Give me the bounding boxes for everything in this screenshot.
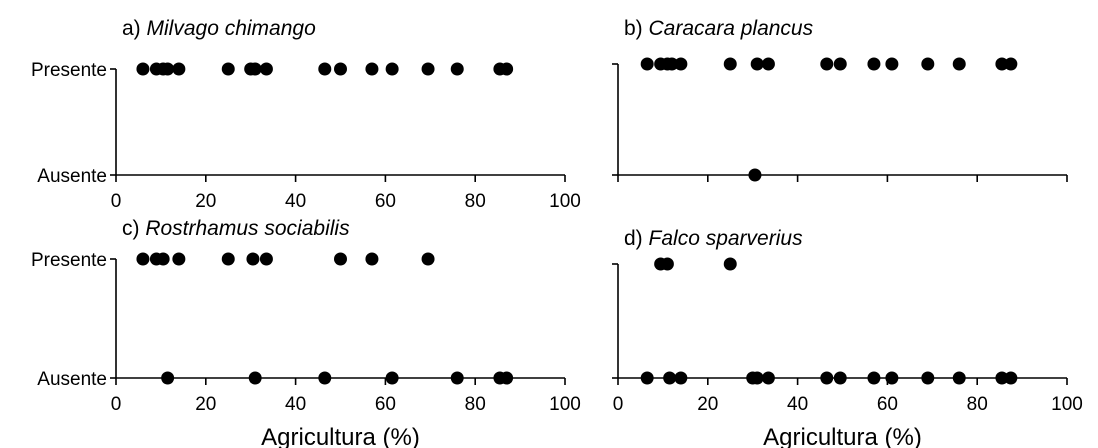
data-point [820,57,834,71]
x-tick-label: 20 [195,394,216,415]
data-point [723,257,737,271]
x-tick-label: 40 [285,394,306,415]
data-point [421,252,435,266]
data-point [136,62,150,76]
data-point [761,371,775,385]
x-tick-label: 60 [375,191,396,212]
y-tick-label: Ausente [37,166,107,187]
x-tick-label: 40 [787,394,808,415]
panel-title-species: Rostrhamus sociabilis [145,217,350,240]
x-axis-label: Agricultura (%) [763,424,922,448]
data-point [833,371,847,385]
x-tick-label: 80 [465,394,486,415]
x-tick-label: 80 [465,191,486,212]
data-point [172,252,186,266]
x-tick-label: 0 [111,394,122,415]
data-point [1004,57,1018,71]
data-point [161,62,175,76]
data-point [450,371,464,385]
data-point [248,371,262,385]
data-point [1004,371,1018,385]
panel-title-prefix: c) [122,217,145,240]
data-point [248,62,262,76]
data-point [748,168,762,182]
data-point [921,371,935,385]
x-tick-label: 20 [697,394,718,415]
data-point [952,371,966,385]
panel-title-species: Milvago chimango [147,17,317,40]
data-point [221,252,235,266]
panel-title-species: Caracara plancus [649,17,814,40]
data-point [750,57,764,71]
data-point [246,252,260,266]
data-point [385,62,399,76]
data-point [820,371,834,385]
data-point [318,371,332,385]
x-tick-label: 40 [285,191,306,212]
data-point [221,62,235,76]
panel-a: a) Milvago chimango Ausente Presente 0 20 40 6… [31,17,581,212]
data-point [640,371,654,385]
x-tick-label: 0 [111,191,122,212]
x-tick-label: 0 [613,394,624,415]
data-point [885,57,899,71]
panel-title-species: Falco sparverius [649,227,804,250]
data-point [921,57,935,71]
panel-d: d) Falco sparverius 0 20 40 60 80 100 Agricultu… [612,227,1083,448]
data-point [723,57,737,71]
data-point [161,371,175,385]
panel-title: c) Rostrhamus sociabilis [122,217,350,240]
panel-b: b) Caracara plancus [612,17,1068,182]
data-point [761,57,775,71]
data-point [334,62,347,76]
data-point [750,371,764,385]
data-point [952,57,966,71]
x-tick-label: 20 [195,191,216,212]
x-tick-label: 100 [549,191,581,212]
data-point [259,252,273,266]
x-tick-label: 80 [967,394,988,415]
data-point [136,252,150,266]
panel-c: c) Rostrhamus sociabilis Ausente Presente 0… [31,217,581,448]
data-point [674,371,688,385]
x-tick-label: 60 [877,394,898,415]
data-point [665,57,679,71]
data-point [450,62,464,76]
data-point [640,57,654,71]
panel-title-prefix: a) [122,17,147,40]
data-point [172,62,186,76]
panel-title: a) Milvago chimango [122,17,316,40]
panel-title: b) Caracara plancus [624,17,814,40]
data-point [995,371,1009,385]
data-point [995,57,1009,71]
data-point [674,57,688,71]
x-tick-label: 100 [1051,394,1083,415]
data-point [663,371,677,385]
panel-title-prefix: b) [624,17,649,40]
y-tick-label: Presente [31,60,107,81]
data-point [365,252,379,266]
data-point [500,62,514,76]
data-point [334,252,347,266]
data-point [318,62,332,76]
data-point [421,62,435,76]
panel-title-prefix: d) [624,227,649,250]
data-point [385,371,399,385]
data-point [365,62,379,76]
x-tick-label: 100 [549,394,581,415]
data-point [867,371,881,385]
data-point [500,371,514,385]
x-axis-label: Agricultura (%) [261,424,420,448]
data-point [259,62,273,76]
panel-title: d) Falco sparverius [624,227,803,250]
x-tick-label: 60 [375,394,396,415]
y-tick-label: Ausente [37,369,107,390]
y-tick-label: Presente [31,250,107,271]
data-point [833,57,847,71]
data-point [885,371,899,385]
data-point [867,57,881,71]
data-point [156,252,170,266]
data-point [660,257,674,271]
